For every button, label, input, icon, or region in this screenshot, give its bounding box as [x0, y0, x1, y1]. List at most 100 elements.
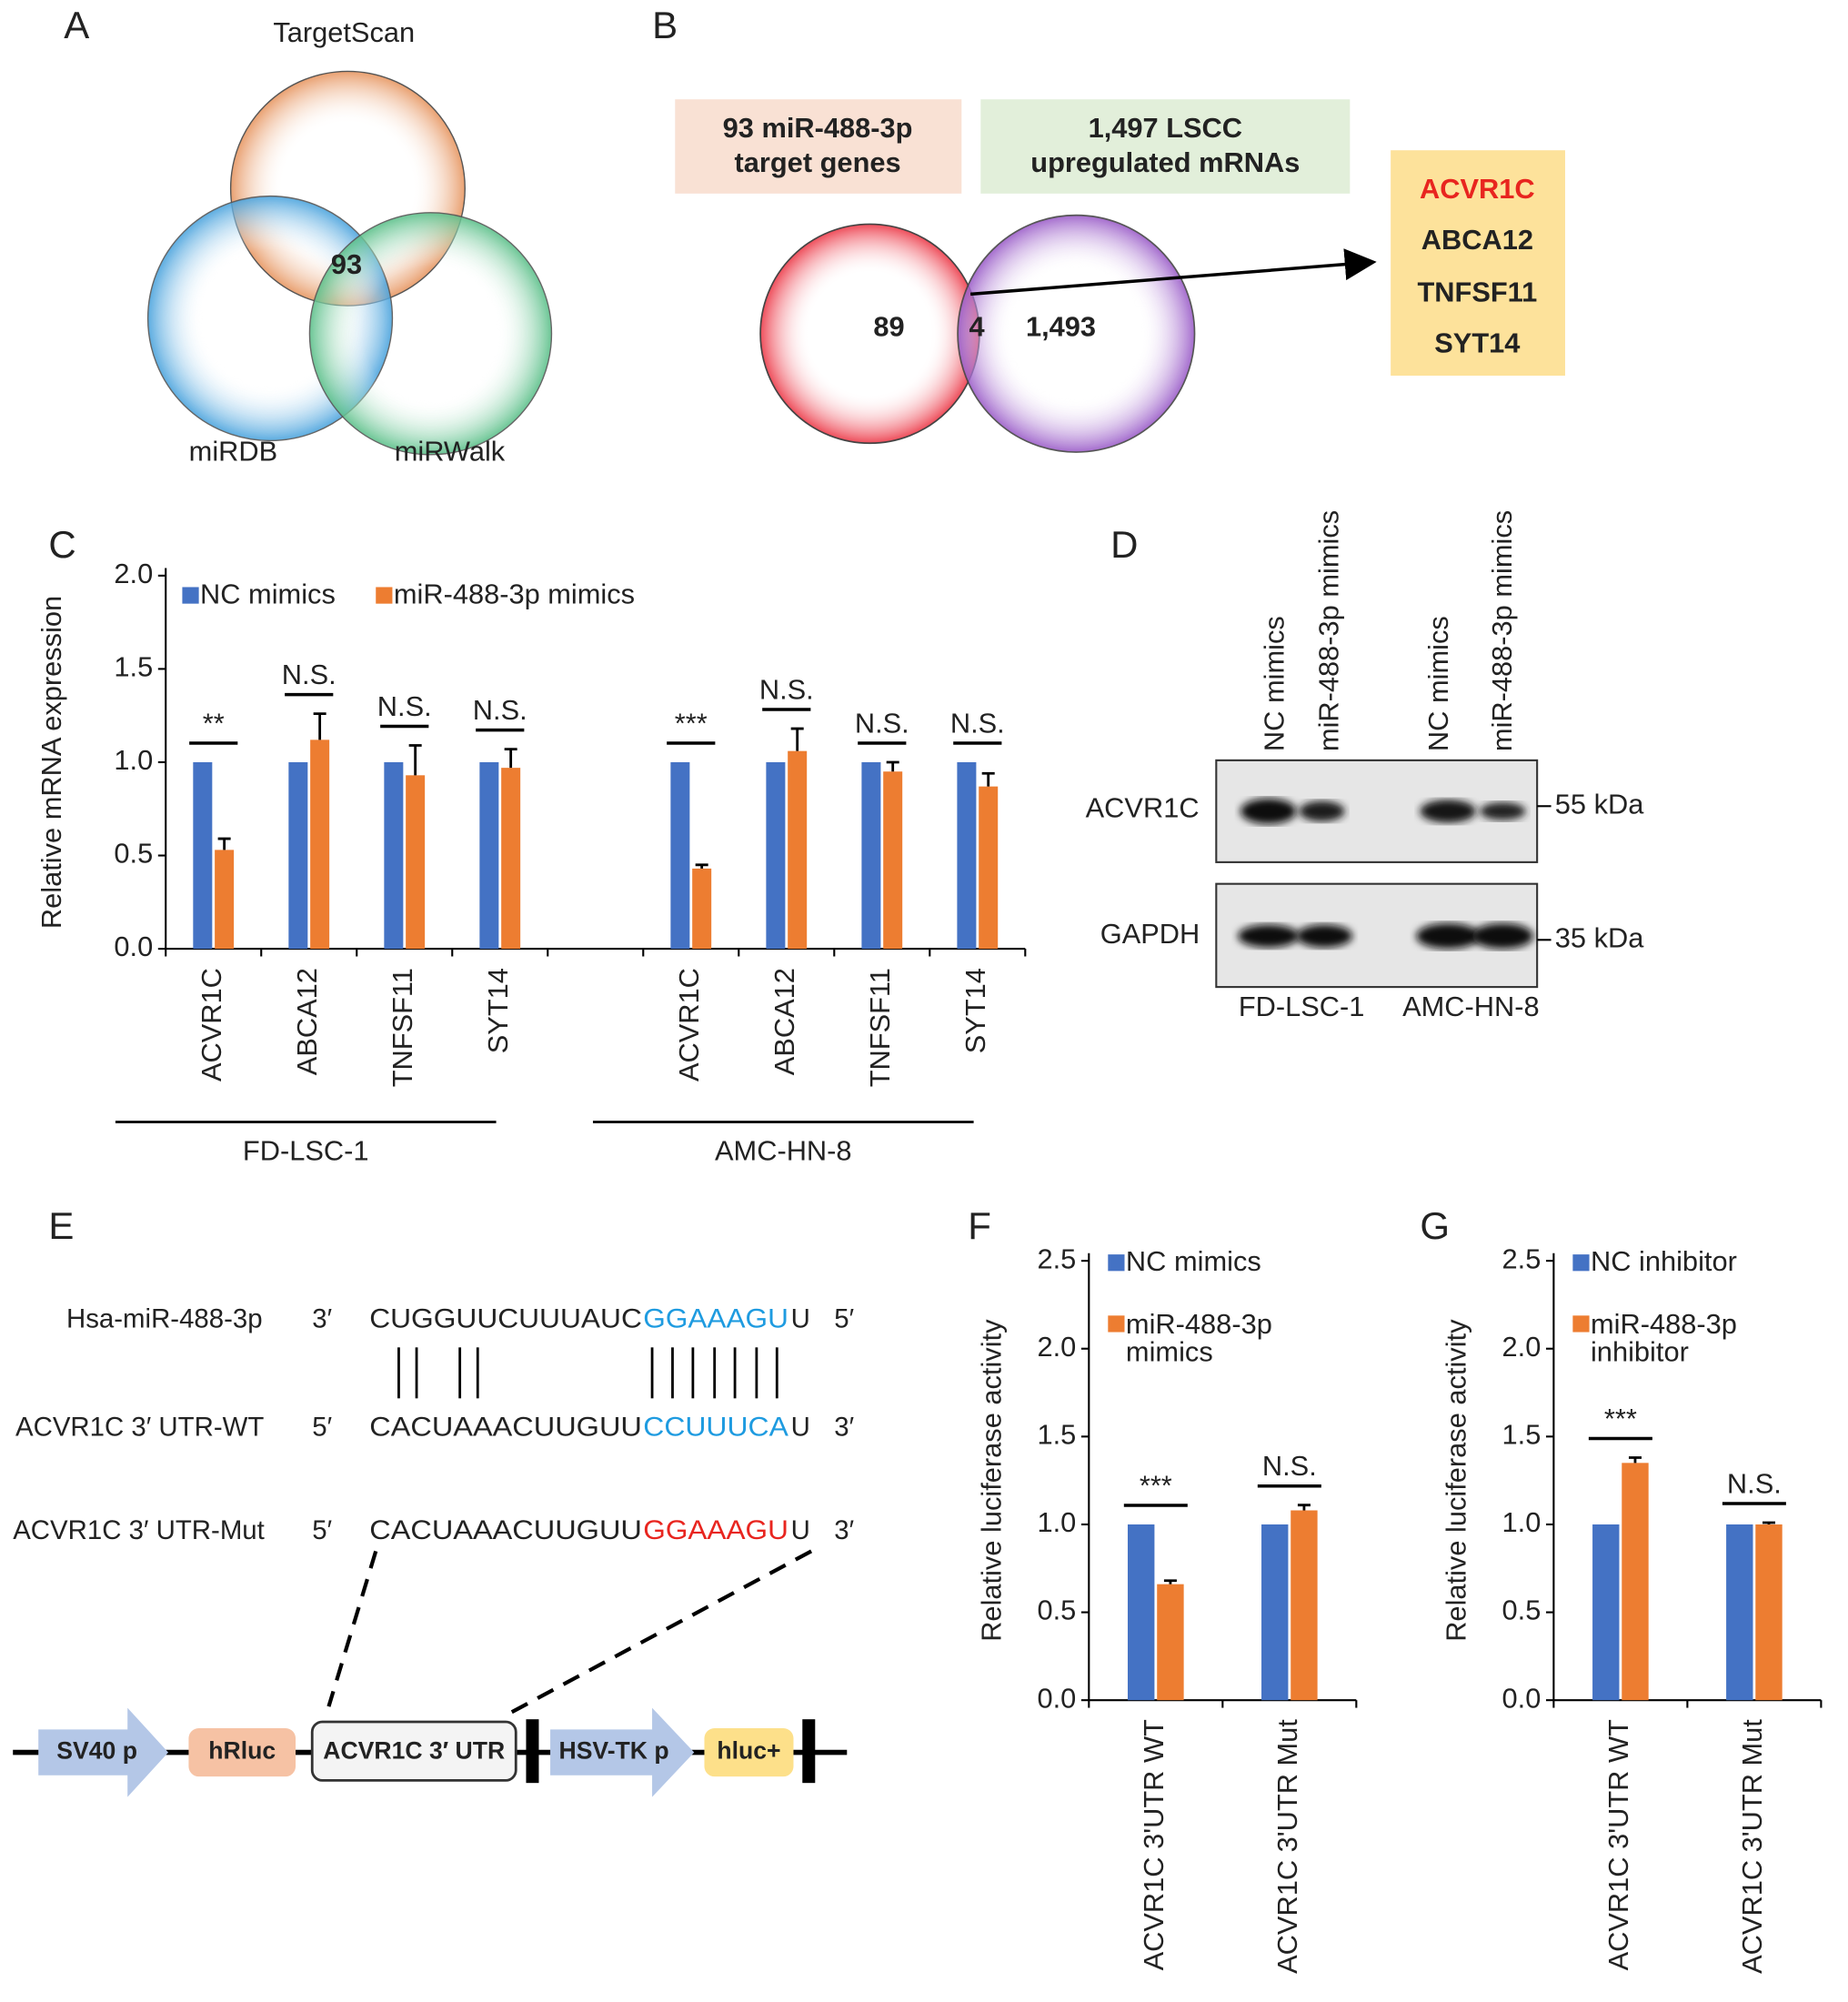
construct-label: hRluc: [208, 1737, 276, 1765]
significance-label: **: [203, 708, 225, 739]
legend-label: miR-488-3p mimics: [1125, 1310, 1272, 1368]
bar: [310, 739, 330, 950]
region-count: 4: [969, 310, 985, 342]
y-tick-label: 0.5: [1038, 1595, 1077, 1626]
y-axis-label: Relative luciferase activity: [975, 1319, 1007, 1642]
x-tick-label: SYT14: [959, 968, 991, 1053]
error-bar: [695, 863, 708, 869]
venn-circle: [759, 223, 980, 445]
band: [1238, 924, 1300, 948]
bar: [766, 761, 786, 950]
cell-line: AMC-HN-8: [1402, 991, 1540, 1022]
construct-label: HSV-TK p: [558, 1737, 668, 1765]
legend-swatch: [1108, 1315, 1125, 1333]
error-bar: [313, 712, 326, 740]
significance-label: ***: [1140, 1469, 1172, 1501]
x-tick-label: ACVR1C 3'UTR Mut: [1736, 1719, 1768, 1974]
end-label: 5′: [312, 1515, 332, 1545]
sequence: U: [791, 1413, 810, 1443]
legend-label: NC mimics: [1126, 1245, 1261, 1277]
row-name: ACVR1C 3′ UTR-WT: [15, 1413, 264, 1443]
significance-label: N.S.: [473, 694, 527, 726]
gene: ABCA12: [1421, 224, 1533, 256]
y-tick-label: 1.0: [1502, 1506, 1542, 1538]
bar: [479, 761, 499, 950]
bar: [979, 786, 999, 950]
y-tick-label: 1.5: [1038, 1418, 1077, 1450]
band: [1471, 923, 1533, 950]
info-box: [980, 99, 1351, 194]
box-text: 1,497 LSCC: [1089, 112, 1242, 144]
end-label: 3′: [312, 1304, 332, 1334]
legend-swatch: [1572, 1315, 1590, 1333]
significance-label: ***: [1604, 1403, 1637, 1434]
x-tick-label: ACVR1C 3'UTR Mut: [1271, 1719, 1303, 1974]
error-bar: [217, 837, 231, 850]
venn-circle: [957, 214, 1196, 453]
x-tick-label: ACVR1C: [196, 968, 227, 1081]
error-bar: [1628, 1456, 1642, 1464]
y-tick-label: 1.0: [1038, 1506, 1077, 1538]
significance-label: N.S.: [950, 708, 1005, 739]
lane-label: miR-488-3p mimics: [1312, 510, 1344, 751]
significance-label: N.S.: [1727, 1468, 1782, 1500]
sequence-seed: GGAAAGU: [643, 1304, 788, 1334]
bar: [861, 761, 881, 950]
set-label: miRWalk: [395, 436, 506, 468]
x-tick-label: ACVR1C: [673, 968, 705, 1081]
legend-label-box: miR-488-3p inhibitor: [1591, 1311, 1737, 1366]
panel-label: B: [652, 4, 678, 46]
construct-label: SV40 p: [56, 1737, 137, 1765]
significance-label: ***: [675, 708, 708, 739]
region-count: 1,493: [1026, 310, 1096, 342]
panel-label: E: [48, 1204, 74, 1247]
bar: [788, 750, 808, 950]
group-label: FD-LSC-1: [243, 1134, 369, 1166]
y-tick-label: 2.0: [1502, 1331, 1542, 1363]
lane-label: NC mimics: [1258, 616, 1290, 751]
error-bar: [1163, 1579, 1177, 1584]
band: [1480, 802, 1526, 820]
bar: [883, 771, 903, 950]
x-tick-label: SYT14: [482, 968, 514, 1053]
error-bar: [981, 771, 995, 787]
legend-swatch: [1108, 1254, 1125, 1272]
legend-swatch: [376, 587, 393, 604]
lane-label: miR-488-3p mimics: [1486, 510, 1518, 751]
bar: [1726, 1524, 1753, 1701]
info-box: [675, 99, 962, 194]
gene: TNFSF11: [1417, 277, 1537, 308]
y-axis-label: Relative mRNA expression: [35, 596, 67, 929]
construct: [13, 1549, 848, 1797]
cell-line: FD-LSC-1: [1239, 991, 1365, 1022]
x-tick-label: ACVR1C 3'UTR WT: [1602, 1719, 1634, 1970]
panel-label: F: [968, 1204, 991, 1247]
y-tick-label: 0.5: [1502, 1595, 1542, 1626]
y-tick-label: 1.5: [1502, 1418, 1542, 1450]
bar: [670, 761, 690, 950]
panel-label: A: [64, 4, 89, 46]
sequence: CACUAAACUUGUU: [369, 1515, 642, 1545]
construct-label: hluc+: [717, 1737, 780, 1765]
set-label: TargetScan: [273, 16, 415, 48]
size-label: 35 kDa: [1555, 921, 1644, 953]
box-text: target genes: [735, 146, 901, 178]
gene: ACVR1C: [1420, 173, 1535, 205]
set-label: miRDB: [189, 436, 278, 468]
panel-label: D: [1110, 523, 1138, 566]
bar: [1291, 1510, 1318, 1701]
row-label: ACVR1C: [1086, 792, 1200, 824]
lane-label: NC mimics: [1422, 616, 1454, 751]
legend-label: NC mimics: [200, 578, 336, 609]
end-label: 3′: [834, 1413, 854, 1443]
end-label: 5′: [834, 1304, 854, 1334]
end-label: 3′: [834, 1515, 854, 1545]
panel-label: C: [48, 523, 75, 566]
construct-label: ACVR1C 3′ UTR: [323, 1737, 505, 1765]
legend-swatch: [1572, 1254, 1590, 1272]
error-bar: [1762, 1521, 1775, 1524]
bar: [1622, 1463, 1649, 1701]
x-tick-label: TNFSF11: [387, 968, 418, 1087]
sequence-rows: Hsa-miR-488-3p 3′ CUGGUUCUUUAUC GGAAAGU …: [13, 1304, 854, 1545]
